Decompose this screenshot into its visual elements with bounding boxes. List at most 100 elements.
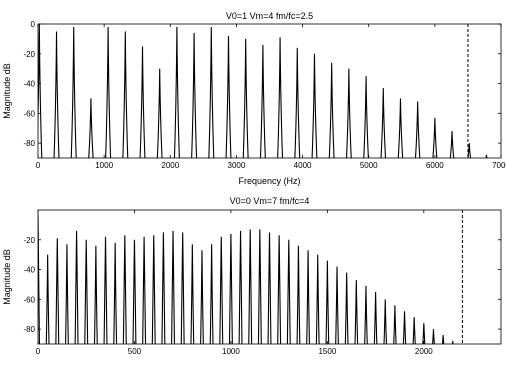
chart-1-peak <box>53 31 60 158</box>
chart-2-peak <box>74 230 79 344</box>
chart-2: V0=0 Vm=7 fm/fc=4 Magnitude dB 0 500 1000 1… <box>2 196 502 356</box>
chart-1-ytick-label: -80 <box>23 139 35 148</box>
chart-1-peak <box>242 38 249 158</box>
chart-1-peak <box>88 98 94 158</box>
chart-2-peak <box>248 229 253 344</box>
chart-1-xlabel: Frequency (Hz) <box>238 176 300 186</box>
chart-1-peak <box>328 62 335 158</box>
chart-2-peak <box>393 305 397 344</box>
chart-1-xtick-label: 5000 <box>360 161 378 170</box>
chart-1-ytick-label: -20 <box>23 50 35 59</box>
chart-2-peak <box>315 254 320 344</box>
chart-2-trace-group <box>38 214 454 344</box>
chart-1-peak <box>173 26 180 158</box>
chart-2-xtick-label: 1000 <box>222 347 240 356</box>
chart-2-peak <box>344 272 349 344</box>
chart-2-peak <box>286 239 291 344</box>
chart-2-ytick-label: -60 <box>23 295 35 304</box>
chart-1-xtick-label: 6000 <box>426 161 444 170</box>
chart-2-peak <box>209 244 214 344</box>
chart-2-peak <box>296 245 301 344</box>
chart-1-peak <box>397 98 404 158</box>
chart-2-peak <box>65 244 69 344</box>
chart-1-peak <box>191 32 198 158</box>
chart-1-title: V0=1 Vm=4 fm/fc=2.5 <box>226 11 313 21</box>
chart-1: V0=1 Vm=4 fm/fc=2.5 Frequency (Hz) Magni… <box>2 11 506 186</box>
chart-1-peak <box>277 37 284 158</box>
chart-2-plot-frame <box>37 209 502 345</box>
chart-1-peak <box>311 53 318 158</box>
chart-2-marks <box>38 210 463 344</box>
chart-1-peak <box>432 117 438 158</box>
chart-2-peak <box>219 236 224 344</box>
chart-1-peak <box>122 31 129 158</box>
chart-1-peak <box>414 101 421 158</box>
chart-2-peak <box>354 279 359 344</box>
chart-2-ticks: 0 500 1000 1500 2000 -20 -40 -60 -80 <box>23 210 501 356</box>
chart-2-peak <box>373 291 378 344</box>
chart-2-peak <box>151 235 156 344</box>
chart-1-peak <box>363 76 369 158</box>
chart-2-xtick-label: 2000 <box>415 347 433 356</box>
chart-2-title: V0=0 Vm=7 fm/fc=4 <box>230 196 310 206</box>
chart-1-xtick-label: 3000 <box>228 161 246 170</box>
chart-1-peak <box>485 154 488 158</box>
chart-1-xtick-label: 0 <box>36 161 41 170</box>
chart-1-ytick-label: 0 <box>31 20 36 29</box>
chart-2-peak <box>171 230 175 344</box>
chart-2-peak <box>84 239 89 344</box>
chart-1-peak <box>449 131 455 158</box>
chart-2-peak <box>113 242 118 344</box>
chart-2-ytick-label: -80 <box>23 325 35 334</box>
chart-1-peak <box>380 88 387 158</box>
chart-1-peak <box>208 26 215 158</box>
chart-1-xtick-label: 4000 <box>294 161 312 170</box>
chart-2-peak <box>122 235 127 344</box>
chart-2-peak <box>364 285 368 344</box>
chart-1-xtick-label: 1000 <box>95 161 113 170</box>
chart-2-ylabel: Magnitude dB <box>2 249 12 305</box>
chart-1-peak <box>38 24 43 158</box>
chart-1-peak <box>156 68 163 158</box>
chart-2-peak <box>335 266 339 344</box>
chart-1-trace-group <box>38 24 488 158</box>
chart-2-xtick-label: 1500 <box>318 347 336 356</box>
chart-2-peak <box>441 335 445 344</box>
chart-2-peak <box>45 254 50 344</box>
chart-1-peak <box>139 46 146 158</box>
chart-2-peak <box>190 244 195 344</box>
chart-2-xtick-label: 0 <box>36 347 41 356</box>
chart-2-peak <box>132 239 137 344</box>
chart-2-peak <box>432 329 435 344</box>
chart-1-peak <box>259 44 266 158</box>
chart-2-ytick-label: -20 <box>23 236 35 245</box>
chart-1-peak <box>294 47 301 158</box>
chart-2-peak <box>161 232 166 344</box>
chart-2-xtick-label: 500 <box>128 347 142 356</box>
chart-2-peak <box>277 235 282 344</box>
chart-2-peak <box>228 233 233 344</box>
chart-2-peak <box>142 236 147 344</box>
chart-2-peak <box>451 340 454 344</box>
chart-2-peak <box>325 260 330 344</box>
chart-1-peak <box>467 143 472 158</box>
chart-2-peak <box>103 236 108 344</box>
chart-1-ylabel: Magnitude dB <box>2 63 12 119</box>
chart-1-ytick-label: -40 <box>23 80 35 89</box>
chart-1-peak <box>225 35 232 158</box>
chart-2-peak <box>383 299 388 344</box>
chart-2-peak <box>422 323 426 344</box>
chart-2-peak <box>55 238 60 344</box>
chart-1-peak <box>105 26 112 158</box>
chart-1-peak <box>345 68 352 158</box>
chart-2-peak <box>257 229 262 344</box>
chart-1-marks <box>38 24 488 158</box>
chart-2-peak <box>412 317 416 344</box>
chart-2-peak <box>38 214 40 344</box>
chart-2-peak <box>200 250 204 344</box>
chart-1-ytick-label: -60 <box>23 109 35 118</box>
chart-2-peak <box>238 230 243 344</box>
chart-1-peak <box>70 26 77 158</box>
